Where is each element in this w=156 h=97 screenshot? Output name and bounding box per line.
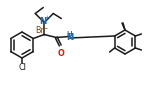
Text: O: O — [57, 48, 64, 58]
Text: H: H — [66, 31, 71, 37]
Text: Br: Br — [35, 26, 44, 35]
Text: −: − — [42, 26, 47, 30]
Text: Cl: Cl — [18, 64, 26, 72]
Text: N: N — [66, 33, 73, 42]
Text: +: + — [45, 15, 50, 21]
Text: N: N — [40, 16, 47, 26]
